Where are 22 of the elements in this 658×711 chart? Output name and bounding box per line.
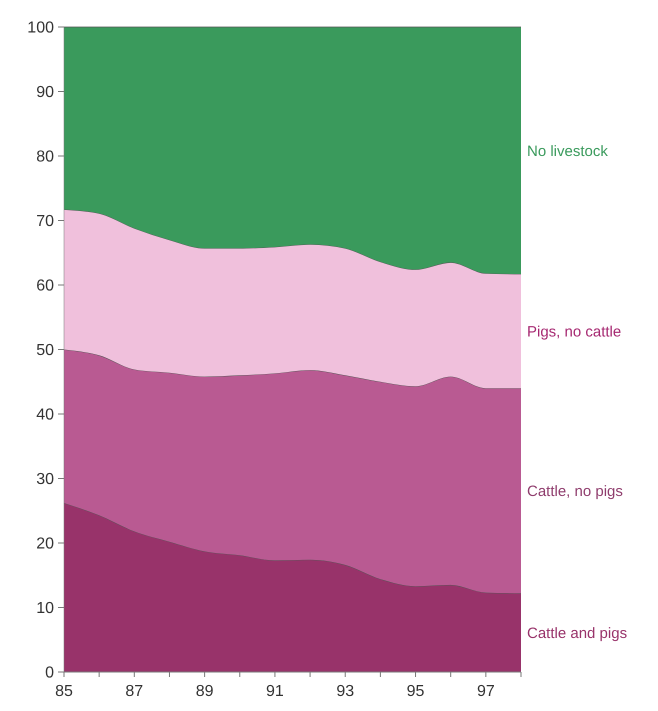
y-tick-label: 0: [45, 664, 54, 682]
x-tick-label: 95: [406, 683, 425, 700]
y-tick-label: 60: [36, 278, 54, 295]
x-tick-label: 91: [266, 683, 284, 700]
y-tick-label: 80: [36, 148, 54, 166]
x-tick-label: 85: [55, 683, 73, 700]
series-label: Cattle, no pigs: [527, 483, 623, 500]
y-tick-label: 100: [27, 20, 54, 37]
x-tick-label: 97: [476, 683, 495, 700]
y-tick-label: 30: [36, 471, 54, 488]
y-tick-label: 90: [36, 84, 54, 102]
y-tick-label: 10: [36, 600, 54, 618]
y-tick-label: 50: [36, 342, 54, 360]
y-tick-label: 70: [36, 213, 54, 230]
series-label: Cattle and pigs: [527, 624, 628, 642]
series-label: Pigs, no cattle: [527, 323, 622, 340]
x-tick-label: 87: [125, 683, 144, 700]
x-tick-label: 89: [196, 683, 214, 700]
y-tick-label: 40: [36, 406, 54, 424]
series-label: No livestock: [527, 142, 608, 160]
y-tick-label: 20: [36, 536, 54, 553]
x-tick-label: 93: [336, 683, 354, 700]
